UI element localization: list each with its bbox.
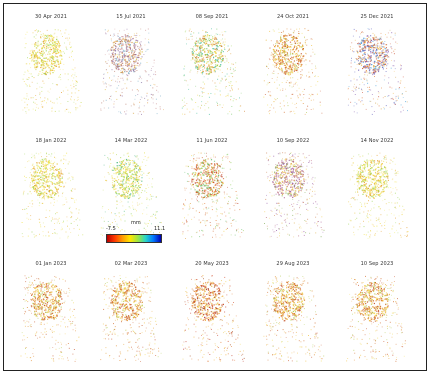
map-panel: 20 May 2023	[177, 259, 247, 363]
map-panel: 24 Oct 2021	[258, 12, 328, 116]
panel-date-label: 10 Sep 2023	[360, 261, 394, 267]
deformation-scatter-map	[264, 152, 325, 238]
deformation-scatter-map	[346, 275, 406, 362]
panel-date-label: 08 Sep 2021	[195, 14, 229, 20]
panel-date-label: 25 Dec 2021	[360, 14, 394, 20]
colorbar-max-label: 11.1	[154, 226, 166, 232]
map-panel: 25 Dec 2021	[342, 12, 412, 116]
panel-date-label: 24 Oct 2021	[276, 14, 309, 20]
map-panel: 30 Apr 2021	[16, 12, 86, 116]
deformation-scatter-map	[100, 152, 162, 239]
map-panel: 15 Jul 2021	[96, 12, 166, 116]
panel-date-label: 29 Aug 2023	[276, 261, 310, 267]
deformation-map-figure: 30 Apr 2021 15 Jul 2021 08 Sep 2021 24 Oct …	[3, 3, 427, 371]
panel-date-label: 20 May 2023	[195, 261, 229, 267]
panel-date-label: 11 Jun 2022	[196, 138, 228, 144]
map-panel: 14 Mar 2022	[96, 136, 166, 240]
deformation-scatter-map	[182, 275, 245, 362]
map-panel: 14 Nov 2022	[342, 136, 412, 240]
map-panel: 18 Jan 2022	[16, 136, 86, 240]
deformation-scatter-map	[182, 152, 244, 239]
deformation-scatter-map	[20, 275, 80, 362]
map-panel: 10 Sep 2023	[342, 259, 412, 363]
map-panel: 10 Sep 2022	[258, 136, 328, 240]
deformation-scatter-map	[100, 28, 164, 115]
panel-date-label: 30 Apr 2021	[34, 14, 67, 20]
deformation-scatter-map	[181, 28, 245, 115]
colorbar-unit-label: mm	[131, 220, 141, 226]
map-panel: 01 Jan 2023	[16, 259, 86, 363]
map-panel: 29 Aug 2023	[258, 259, 328, 363]
deformation-scatter-map	[347, 28, 408, 115]
panel-date-label: 14 Mar 2022	[114, 138, 148, 144]
colorbar-gradient	[106, 234, 162, 243]
colorbar-legend: mm -7.5 11.1	[104, 220, 170, 248]
map-panel: 11 Jun 2022	[177, 136, 247, 240]
deformation-scatter-map	[21, 29, 82, 114]
panel-date-label: 15 Jul 2021	[116, 14, 146, 20]
map-panel: 02 Mar 2023	[96, 259, 166, 363]
panel-date-label: 18 Jan 2022	[35, 138, 67, 144]
panel-date-label: 14 Nov 2022	[360, 138, 394, 144]
panel-date-label: 02 Mar 2023	[114, 261, 148, 267]
panel-date-label: 01 Jan 2023	[35, 261, 67, 267]
deformation-scatter-map	[263, 275, 325, 362]
deformation-scatter-map	[21, 152, 84, 239]
deformation-scatter-map	[348, 152, 409, 239]
deformation-scatter-map	[263, 28, 323, 115]
deformation-scatter-map	[100, 275, 162, 362]
panel-date-label: 10 Sep 2022	[276, 138, 310, 144]
map-panel: 08 Sep 2021	[177, 12, 247, 116]
colorbar-min-label: -7.5	[106, 226, 116, 232]
